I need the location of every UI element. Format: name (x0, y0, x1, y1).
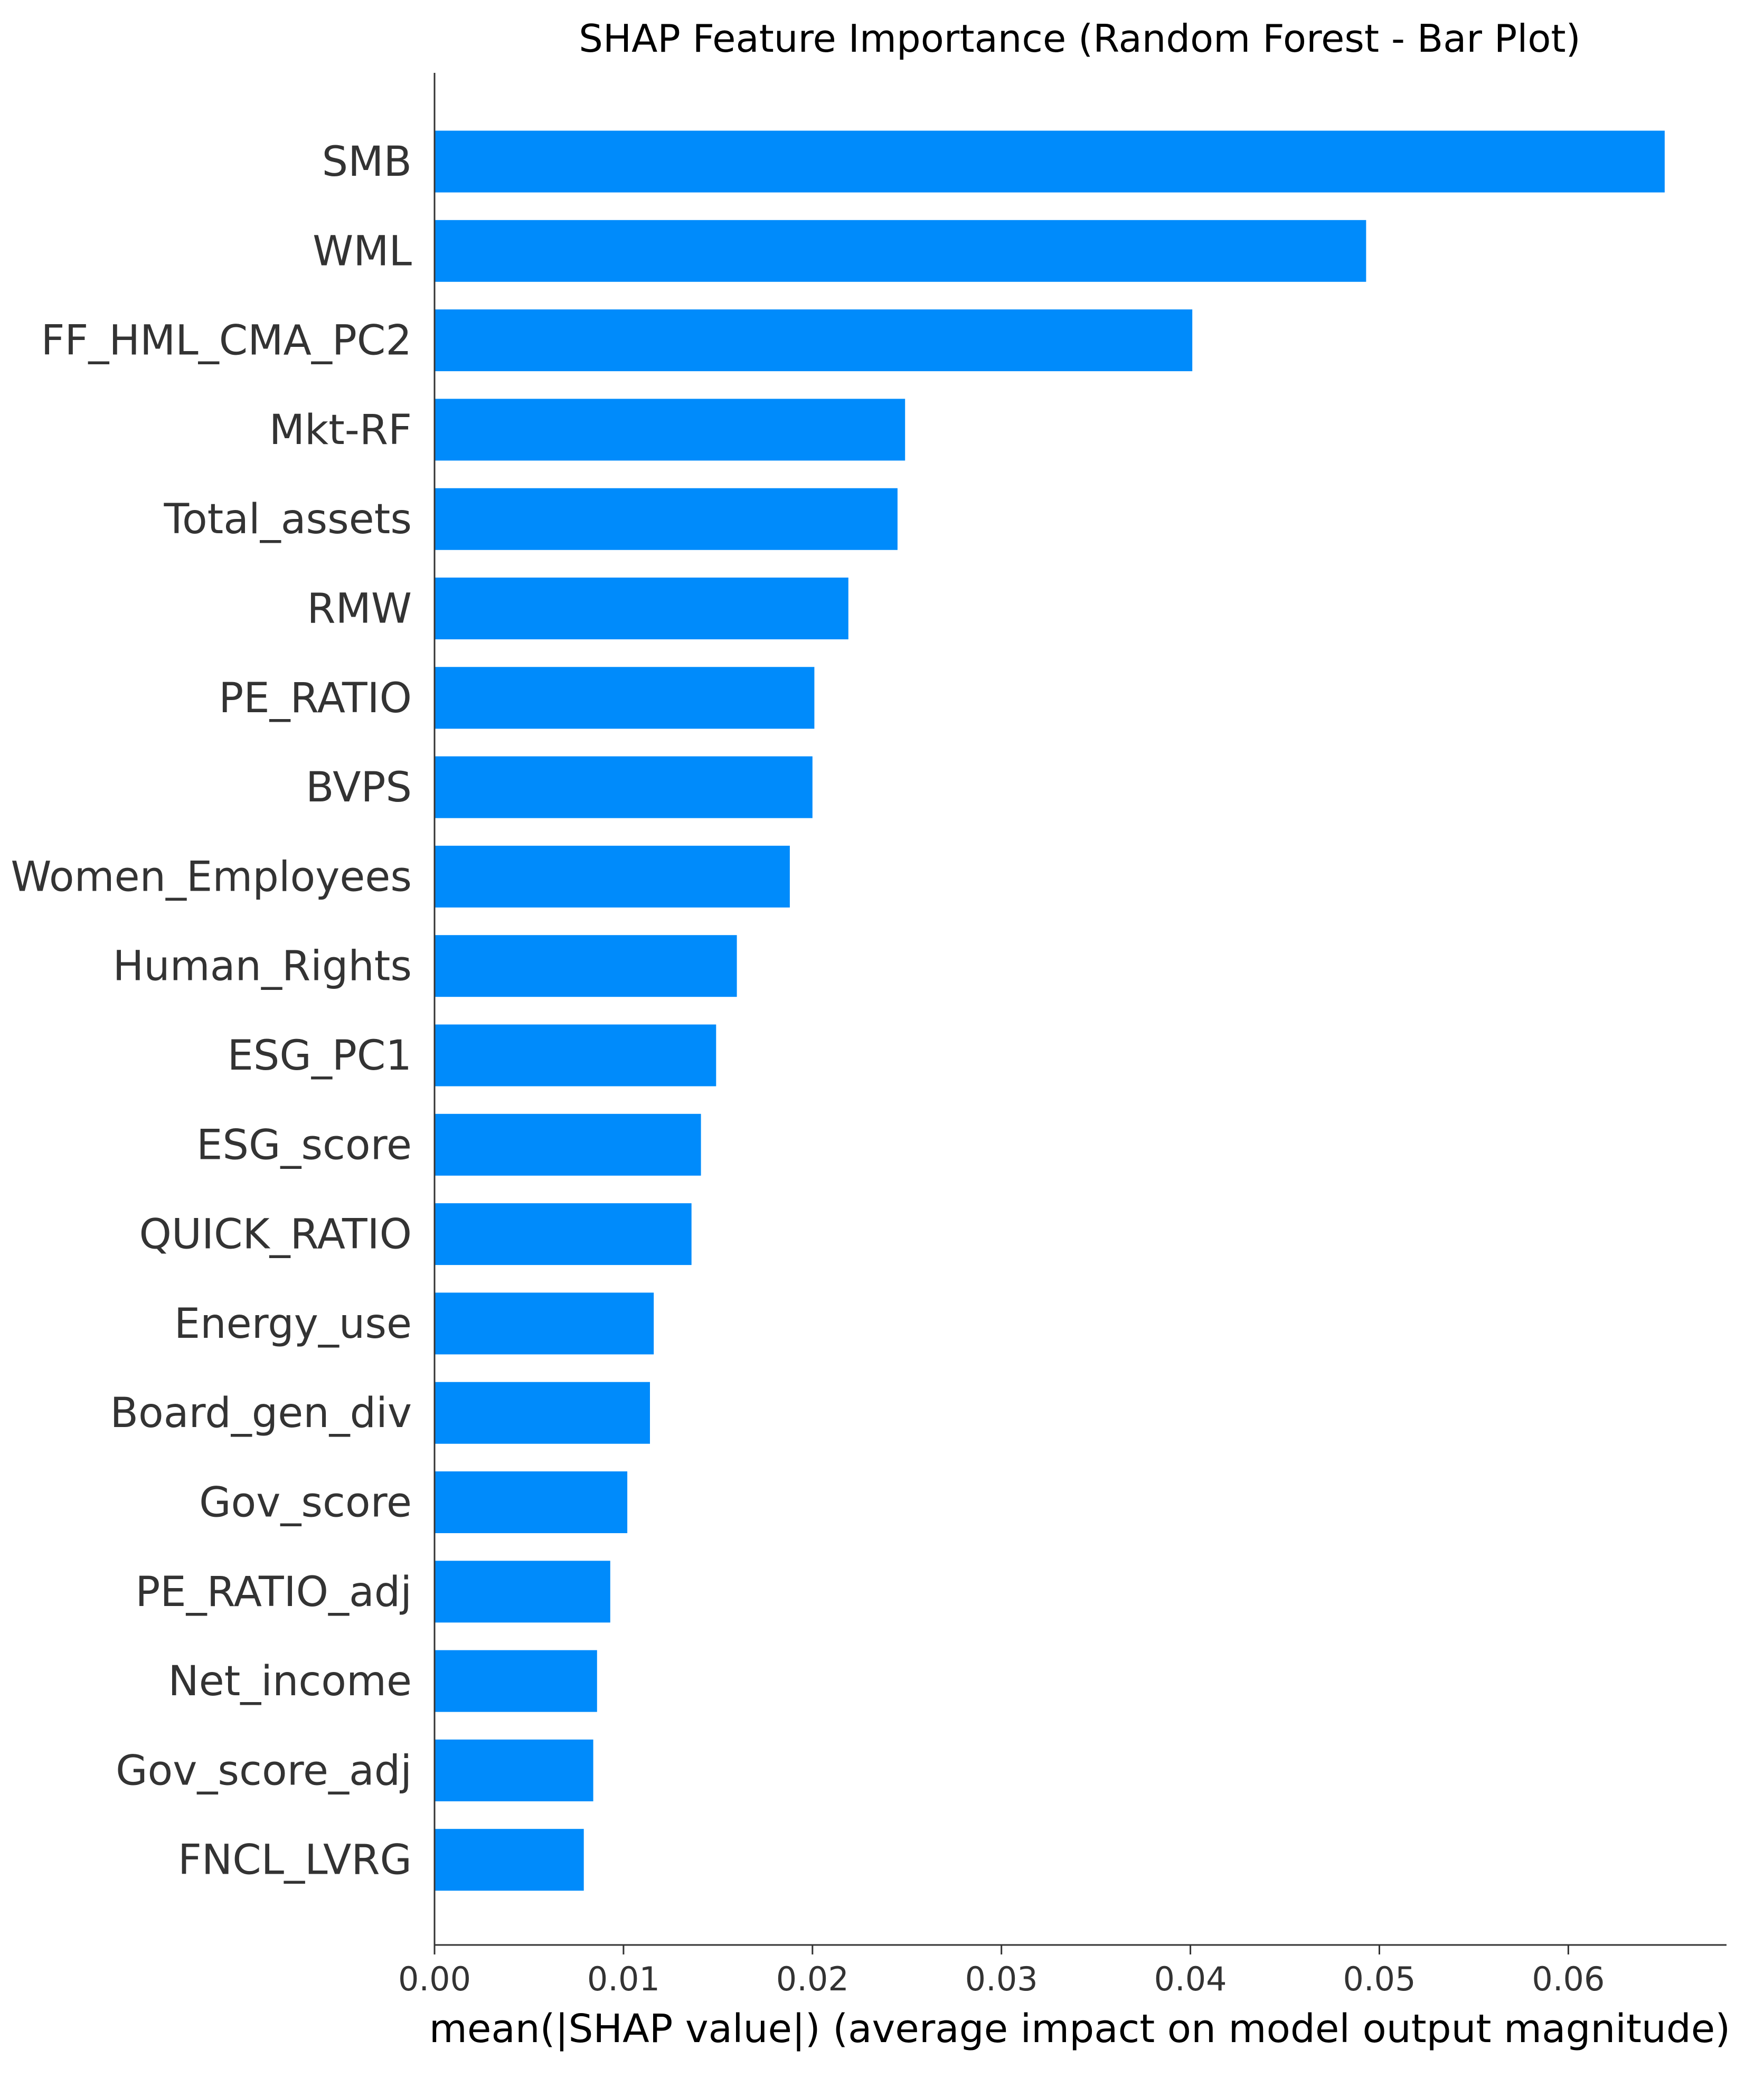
category-label: BVPS (306, 764, 412, 811)
x-axis-label: mean(|SHAP value|) (average impact on mo… (429, 2006, 1730, 2052)
category-label: ESG_score (196, 1121, 412, 1169)
bar-wml (435, 220, 1366, 282)
x-tick-label: 0.04 (1154, 1960, 1227, 1998)
bar-human-rights (435, 935, 737, 997)
x-tick-label: 0.02 (776, 1960, 849, 1998)
bar-pe-ratio-adj (435, 1561, 610, 1623)
category-label: FNCL_LVRG (178, 1837, 412, 1884)
bar-mkt-rf (435, 399, 905, 461)
x-tick-label: 0.05 (1343, 1960, 1416, 1998)
bar-esg-score (435, 1113, 701, 1176)
category-label: RMW (307, 585, 412, 633)
category-label: SMB (322, 138, 412, 186)
bar-bvps (435, 756, 813, 818)
bar-energy-use (435, 1292, 654, 1355)
category-label: PE_RATIO_adj (135, 1569, 412, 1616)
category-label: Total_assets (164, 496, 412, 543)
category-label: Gov_score_adj (116, 1747, 412, 1794)
bar-pe-ratio (435, 667, 815, 729)
bar-smb (435, 130, 1665, 193)
x-tick-label: 0.06 (1532, 1960, 1605, 1998)
bar-board-gen-div (435, 1382, 650, 1444)
category-label: QUICK_RATIO (139, 1211, 412, 1259)
chart-title: SHAP Feature Importance (Random Forest -… (579, 16, 1580, 61)
bar-rmw (435, 578, 848, 639)
category-label: WML (313, 228, 412, 275)
bar-esg-pc1 (435, 1024, 716, 1087)
category-label: Human_Rights (113, 943, 412, 990)
category-label: Net_income (168, 1658, 412, 1705)
x-tick-label: 0.01 (587, 1960, 660, 1998)
x-tick-label: 0.00 (398, 1960, 471, 1998)
x-ticks: 0.00 0.01 0.02 0.03 0.04 0.05 0.06 (398, 1945, 1605, 1998)
category-label: Gov_score (199, 1479, 412, 1527)
bar-net-income (435, 1650, 597, 1712)
category-label: PE_RATIO (219, 675, 412, 722)
category-label: Women_Employees (11, 853, 412, 901)
bars-layer (435, 130, 1665, 1891)
category-label: Energy_use (174, 1300, 412, 1348)
bar-ff-hml-cma-pc2 (435, 309, 1193, 372)
category-label: FF_HML_CMA_PC2 (41, 317, 412, 365)
category-label: ESG_PC1 (228, 1032, 412, 1080)
bar-fncl-lvrg (435, 1829, 584, 1891)
bar-total-assets (435, 488, 898, 550)
x-tick-label: 0.03 (965, 1960, 1038, 1998)
category-label: Board_gen_div (110, 1390, 412, 1437)
bar-gov-score-adj (435, 1739, 593, 1801)
bar-gov-score (435, 1471, 628, 1533)
bar-quick-ratio (435, 1203, 692, 1265)
category-labels: SMB WML FF_HML_CMA_PC2 Mkt-RF Total_assets RM… (11, 138, 412, 1884)
category-label: Mkt-RF (269, 407, 412, 454)
bar-women-employees (435, 845, 790, 908)
